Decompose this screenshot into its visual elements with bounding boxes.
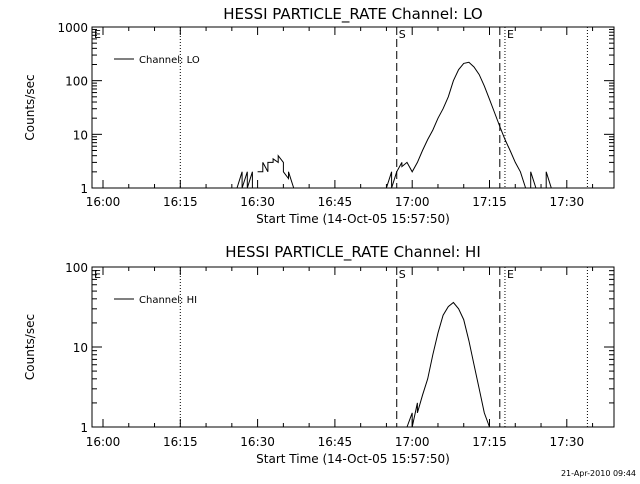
marker-label-lo: S: [399, 28, 406, 41]
series-line-lo: [236, 171, 253, 189]
series-line-lo: [530, 171, 537, 189]
edge-marker-label-lo: E: [94, 28, 101, 41]
x-tick-label-lo: 16:30: [240, 195, 275, 209]
plot-frame-lo: [91, 26, 615, 189]
x-tick-label-hi: 17:15: [472, 435, 507, 449]
x-tick-label-hi: 16:00: [86, 435, 121, 449]
plot-frame-hi: [91, 266, 615, 428]
x-tick-label-lo: 16:45: [318, 195, 353, 209]
x-tick-label-hi: 16:45: [318, 435, 353, 449]
y-tick-label-lo: 100: [65, 75, 88, 89]
y-tick-label-hi: 10: [73, 341, 88, 355]
marker-label-lo: E: [507, 28, 514, 41]
x-axis-label-lo: Start Time (14-Oct-05 15:57:50): [256, 212, 450, 226]
series-line-lo: [385, 61, 527, 189]
series-line-lo: [545, 171, 552, 189]
chart-title-hi: HESSI PARTICLE_RATE Channel: HI: [225, 243, 481, 262]
chart-title-lo: HESSI PARTICLE_RATE Channel: LO: [223, 5, 482, 24]
series-line-hi: [406, 301, 490, 428]
x-tick-label-lo: 17:00: [395, 195, 430, 209]
y-axis-label-lo: Counts/sec: [23, 74, 37, 140]
legend-label-hi: Channel: HI: [139, 295, 197, 306]
y-tick-label-lo: 1: [80, 182, 88, 196]
y-tick-label-lo: 10: [73, 128, 88, 142]
x-tick-label-lo: 16:00: [86, 195, 121, 209]
x-tick-label-lo: 17:15: [472, 195, 507, 209]
x-axis-label-hi: Start Time (14-Oct-05 15:57:50): [256, 452, 450, 466]
x-tick-label-hi: 16:30: [240, 435, 275, 449]
x-tick-label-hi: 17:30: [550, 435, 585, 449]
marker-label-hi: S: [399, 268, 406, 281]
y-tick-label-hi: 100: [65, 261, 88, 275]
x-tick-label-lo: 16:15: [163, 195, 198, 209]
y-tick-label-lo: 1000: [57, 21, 88, 35]
x-tick-label-lo: 17:30: [550, 195, 585, 209]
marker-label-hi: E: [507, 268, 514, 281]
series-line-lo: [257, 154, 295, 189]
x-tick-label-hi: 17:00: [395, 435, 430, 449]
legend-label-lo: Channel: LO: [139, 55, 200, 66]
x-tick-label-hi: 16:15: [163, 435, 198, 449]
edge-marker-label-hi: E: [94, 268, 101, 281]
y-tick-label-hi: 1: [80, 421, 88, 435]
y-axis-label-hi: Counts/sec: [23, 314, 37, 380]
footer-timestamp: 21-Apr-2010 09:44: [561, 469, 636, 478]
